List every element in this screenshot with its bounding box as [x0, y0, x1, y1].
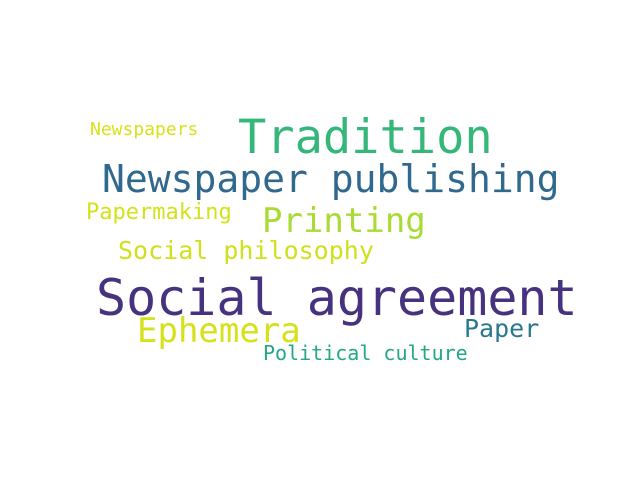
word-ephemera: Ephemera	[137, 311, 301, 351]
word-printing: Printing	[262, 201, 426, 241]
word-paper: Paper	[464, 314, 540, 343]
word-political-culture: Political culture	[263, 341, 468, 365]
word-social-philosophy: Social philosophy	[118, 236, 374, 265]
word-tradition: Tradition	[238, 110, 493, 165]
word-newspapers: Newspapers	[90, 119, 199, 140]
word-papermaking: Papermaking	[86, 200, 232, 225]
word-newspaper-publishing: Newspaper publishing	[102, 157, 560, 201]
word-social-agreement: Social agreement	[96, 269, 578, 327]
